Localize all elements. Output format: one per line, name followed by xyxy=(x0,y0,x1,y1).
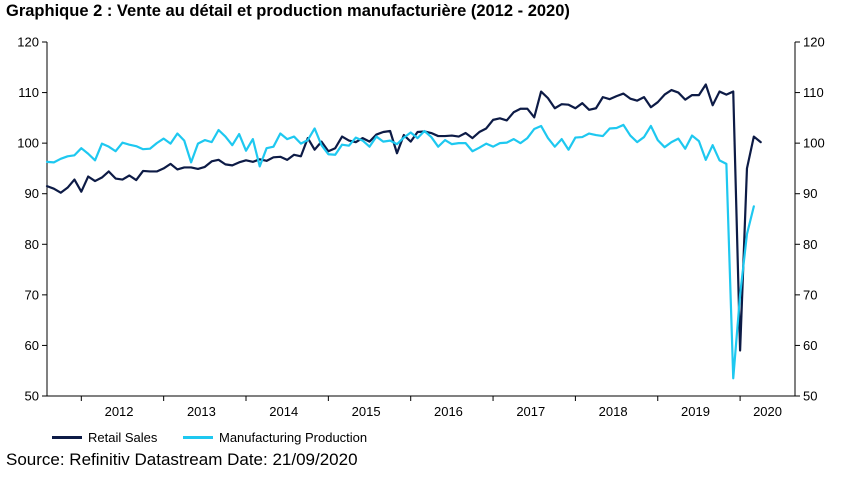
series-lines xyxy=(45,83,762,380)
y-tick-label-right: 120 xyxy=(803,35,825,50)
y-tick-label-left: 80 xyxy=(25,237,39,252)
y-tick-label-left: 70 xyxy=(25,287,39,302)
x-tick-label-year: 2012 xyxy=(105,404,134,419)
x-tick-label-year: 2017 xyxy=(516,404,545,419)
legend-item-manufacturing-production: Manufacturing Production xyxy=(183,430,367,445)
y-tick-label-left: 110 xyxy=(18,85,39,100)
series-line-manufacturing-production xyxy=(45,123,755,380)
y-tick-label-right: 60 xyxy=(803,338,817,353)
y-tick-label-left: 100 xyxy=(17,136,39,151)
x-tick-label-year: 2020 xyxy=(753,404,782,419)
x-tick-label-year: 2015 xyxy=(352,404,381,419)
legend: Retail Sales Manufacturing Production xyxy=(52,427,389,445)
line-chart: 50 50 60 60 70 70 80 80 90 90 100 100 110 110 120 120 20… xyxy=(17,35,824,420)
y-tick-label-right: 70 xyxy=(803,287,817,302)
y-tick-label-right: 90 xyxy=(803,186,817,201)
y-tick-label-left: 90 xyxy=(25,186,39,201)
x-tick-label-year: 2019 xyxy=(681,404,710,419)
y-tick-label-right: 100 xyxy=(803,136,825,151)
y-tick-label-left: 60 xyxy=(25,338,39,353)
axes: 50 50 60 60 70 70 80 80 90 90 100 100 110 110 120 120 20… xyxy=(17,35,824,420)
legend-label-manufacturing-production: Manufacturing Production xyxy=(219,430,368,445)
x-tick-label-year: 2018 xyxy=(599,404,628,419)
x-tick-label-year: 2016 xyxy=(434,404,463,419)
chart-title: Graphique 2 : Vente au détail et product… xyxy=(6,2,570,20)
legend-swatch-retail-sales xyxy=(52,436,82,439)
y-tick-label-right: 50 xyxy=(803,389,817,404)
x-tick-label-year: 2014 xyxy=(269,404,298,419)
legend-label-retail-sales: Retail Sales xyxy=(88,430,158,445)
legend-swatch-manufacturing-production xyxy=(183,436,213,439)
series-line-retail-sales xyxy=(45,83,762,352)
legend-item-retail-sales: Retail Sales xyxy=(52,430,157,445)
y-tick-label-left: 120 xyxy=(17,35,39,50)
y-tick-label-right: 110 xyxy=(803,85,824,100)
y-tick-label-left: 50 xyxy=(25,389,39,404)
y-tick-label-right: 80 xyxy=(803,237,817,252)
x-tick-label-year: 2013 xyxy=(187,404,216,419)
source-note: Source: Refinitiv Datastream Date: 21/09… xyxy=(6,450,358,469)
